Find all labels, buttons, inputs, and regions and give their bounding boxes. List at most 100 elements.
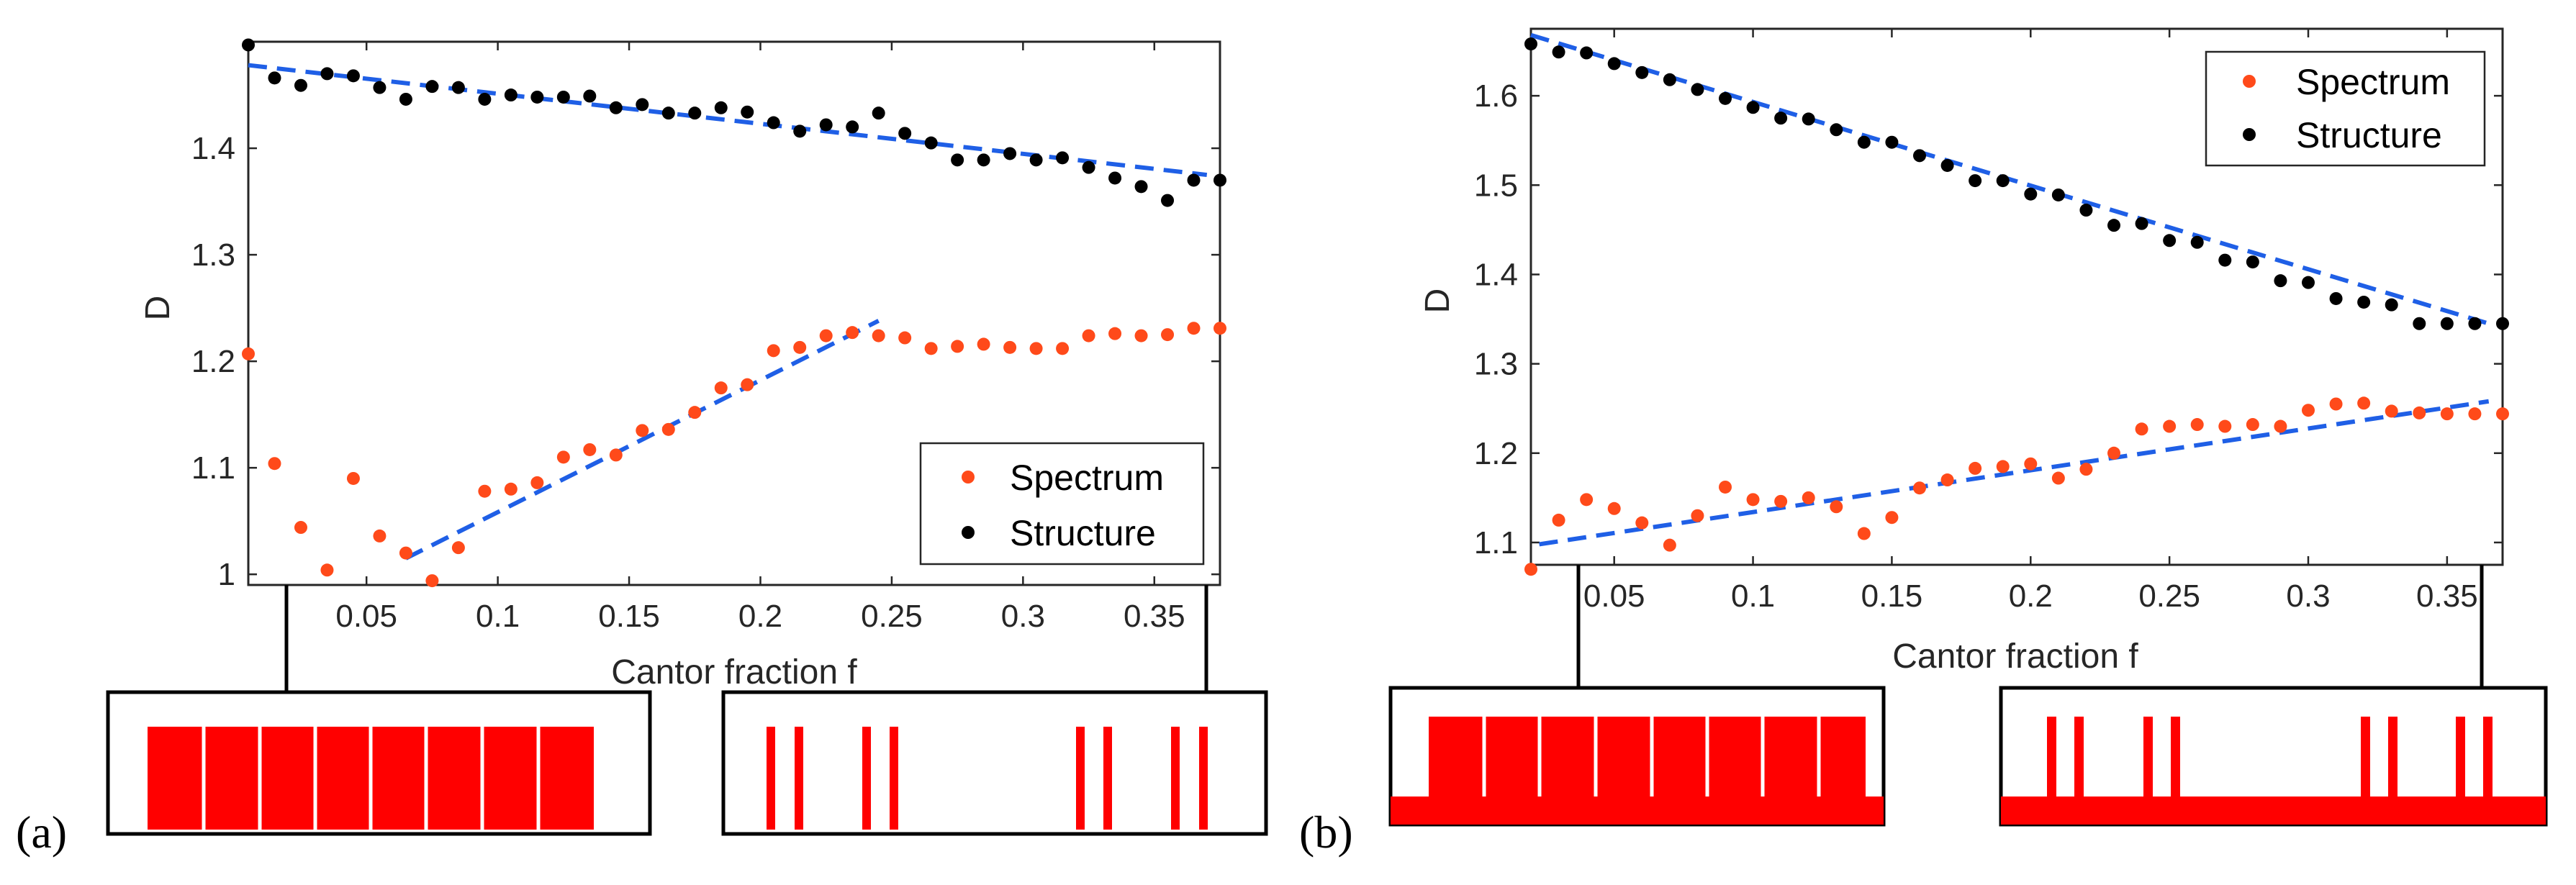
spectrum-point [1746, 493, 1760, 507]
x-tick-label: 0.15 [1861, 578, 1923, 614]
spectrum-point [451, 541, 465, 555]
y-tick-label: 1.6 [1474, 78, 1518, 114]
structure-point [294, 78, 307, 92]
spectrum-point [2440, 407, 2454, 421]
data-points-a [242, 38, 1226, 588]
cantor-base-high-b [2001, 796, 2546, 825]
structure-point [898, 127, 912, 140]
structure-point [2024, 187, 2038, 201]
cantor-inset-low-f-b [1388, 686, 1886, 827]
structure-point [1996, 174, 2010, 188]
spectrum-point [977, 337, 990, 351]
structure-point [1663, 73, 1676, 86]
x-tick-label: 0.35 [1124, 599, 1185, 634]
inset-box-high-a [721, 690, 1268, 836]
legend-label-structure-a: Structure [1010, 513, 1156, 553]
structure-point [2329, 291, 2343, 305]
structure-point [2440, 317, 2454, 330]
structure-point [1885, 135, 1899, 149]
y-axis-label-a: D [139, 296, 177, 321]
spectrum-point [1996, 460, 2010, 473]
spectrum-point [1134, 329, 1148, 342]
spectrum-point [1187, 322, 1201, 335]
spectrum-point [1029, 342, 1043, 355]
y-tick-label: 1.2 [191, 344, 235, 379]
structure-point [2051, 188, 2065, 201]
structure-point [504, 88, 518, 102]
x-axis-label-a: Cantor fraction f [611, 653, 857, 691]
structure-point [478, 92, 492, 106]
legend-marker-spectrum-a [962, 471, 975, 484]
structure-point [846, 120, 859, 134]
spectrum-point [530, 476, 544, 489]
spectrum-point [425, 574, 439, 588]
y-tick-label: 1.3 [1474, 347, 1518, 382]
structure-point [583, 89, 597, 103]
structure-point [1940, 158, 1954, 172]
cantor-bars-a [767, 727, 1208, 830]
spectrum-point [1719, 480, 1732, 494]
structure-point [2107, 219, 2120, 232]
legend-marker-structure-a [962, 526, 975, 539]
cantor-inset-high-f-a [721, 690, 1268, 836]
x-tick-label: 0.1 [1731, 578, 1775, 614]
structure-point [1552, 45, 1565, 59]
structure-point [1774, 112, 1788, 125]
fit-line [405, 319, 880, 560]
structure-point [530, 90, 544, 104]
structure-point [425, 80, 439, 94]
structure-point [1691, 83, 1704, 96]
y-tick-label: 1.1 [191, 450, 235, 486]
structure-point [819, 118, 833, 132]
spectrum-point [2385, 404, 2398, 418]
spectrum-point [609, 448, 623, 462]
structure-point [977, 153, 990, 167]
y-tick-label: 1.1 [1474, 525, 1518, 560]
legend-box-a [919, 442, 1205, 566]
x-tick-label: 0.05 [1583, 578, 1645, 614]
structure-point [2190, 235, 2204, 249]
spectrum-point [2329, 397, 2343, 411]
fit-lines-a [248, 63, 1208, 560]
spectrum-point [1580, 493, 1594, 507]
spectrum-point [2163, 419, 2177, 433]
structure-point [2302, 276, 2315, 289]
spectrum-point [1056, 342, 1070, 355]
legend-b: Spectrum Structure [2205, 50, 2486, 167]
x-tick-label: 0.3 [2286, 578, 2330, 614]
structure-point [2468, 317, 2482, 330]
x-tick-label: 0.15 [598, 599, 660, 634]
cantor-bars-b [2047, 717, 2493, 799]
panel-b: 0.05 0.1 0.15 0.2 0.25 0.3 0.35 1.1 1.2 1.3 1.4 1.5… [1299, 27, 2548, 858]
structure-point [609, 101, 623, 114]
cantor-inset-high-f-b [1999, 686, 2548, 827]
spectrum-point [556, 450, 570, 464]
structure-point [1802, 112, 1815, 126]
structure-point [2274, 274, 2287, 288]
structure-point [1161, 194, 1175, 207]
structure-point [1029, 153, 1043, 167]
structure-point [714, 101, 728, 114]
structure-point [688, 106, 702, 120]
spectrum-point [2107, 446, 2120, 460]
spectrum-point [1885, 511, 1899, 525]
y-tick-label: 1 [218, 557, 235, 592]
structure-point [1580, 46, 1594, 60]
spectrum-point [2413, 406, 2426, 419]
spectrum-point [636, 424, 649, 437]
x-tick-label: 0.05 [335, 599, 397, 634]
spectrum-point [661, 422, 675, 436]
spectrum-point [767, 344, 780, 358]
x-tick-label: 0.2 [738, 599, 782, 634]
x-tick-label: 0.25 [861, 599, 923, 634]
structure-point [1746, 101, 1760, 114]
spectrum-point [1161, 328, 1175, 342]
structure-point [924, 136, 938, 150]
panel-label-b: (b) [1299, 807, 1353, 858]
legend-box-b [2205, 50, 2486, 167]
spectrum-point [872, 329, 885, 342]
structure-point [373, 81, 387, 94]
spectrum-point [741, 378, 754, 391]
cantor-block-b [1429, 717, 1866, 799]
